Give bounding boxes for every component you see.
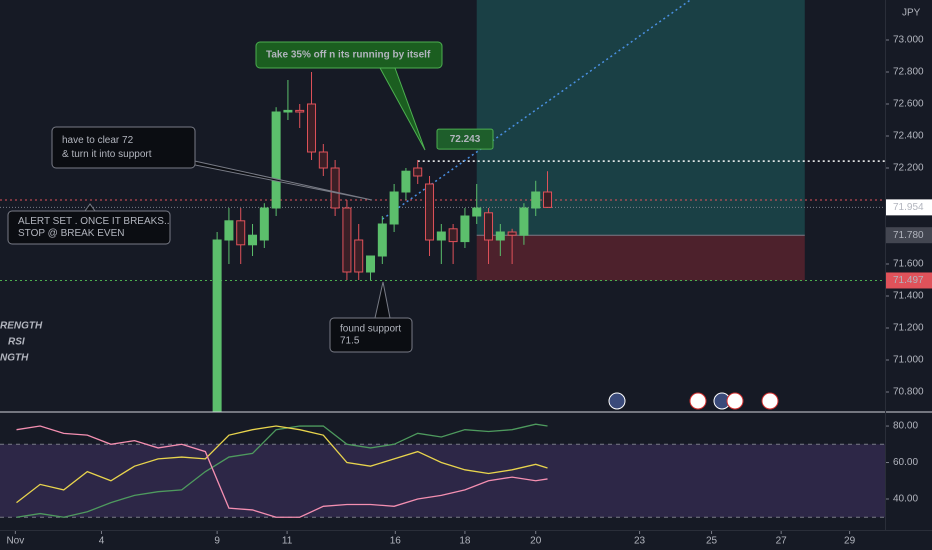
indicator-band xyxy=(0,444,885,518)
candle-body xyxy=(248,234,258,246)
candle-body xyxy=(389,191,399,225)
annotation-box xyxy=(7,210,171,245)
x-tick-label: 27 xyxy=(776,536,788,547)
legend-label: RENGTH xyxy=(0,321,43,332)
candle-body xyxy=(543,191,553,208)
candle-body xyxy=(519,207,529,236)
x-tick-label: 20 xyxy=(530,536,542,547)
y-tick-label: 73.000 xyxy=(893,35,924,46)
candle-body xyxy=(295,109,305,113)
candle-body xyxy=(236,220,246,246)
annotation-box xyxy=(329,317,413,353)
y-tick-label: 72.200 xyxy=(893,163,924,174)
candle-body xyxy=(366,255,376,273)
candle-body xyxy=(307,103,317,153)
candle-body xyxy=(330,167,340,209)
x-tick-label: 16 xyxy=(390,536,402,547)
annotation-box xyxy=(51,126,196,169)
indicator-line xyxy=(16,425,548,518)
candle-body xyxy=(401,170,411,193)
x-tick-label: 23 xyxy=(634,536,646,547)
annotation-text: 71.5 xyxy=(340,336,360,347)
event-icon[interactable] xyxy=(761,392,779,410)
legend-label: NGTH xyxy=(0,353,29,364)
event-icons xyxy=(608,392,779,410)
candle-body xyxy=(318,151,328,169)
indicator-line xyxy=(16,425,548,504)
x-tick-label: 18 xyxy=(459,536,471,547)
candle-body xyxy=(342,207,352,273)
y-tick-label: 72.400 xyxy=(893,131,924,142)
candle-body xyxy=(460,215,470,243)
candle-body xyxy=(271,111,281,209)
entry-price-label: 71.780 xyxy=(893,230,924,241)
x-tick-label: Nov xyxy=(6,536,24,547)
annotation-text: Take 35% off n its running by itself xyxy=(266,50,431,61)
trendline xyxy=(381,0,691,220)
y-tick-label: 72.800 xyxy=(893,67,924,78)
y-tick-label: 71.400 xyxy=(893,291,924,302)
event-icon[interactable] xyxy=(608,392,626,410)
last-price-label: 71.954 xyxy=(893,202,924,213)
x-tick-label: 29 xyxy=(844,536,856,547)
y-tick-label: 70.800 xyxy=(893,387,924,398)
candle-body xyxy=(377,223,387,257)
candle-body xyxy=(354,239,364,273)
candle-body xyxy=(212,239,222,412)
candle-body xyxy=(425,183,435,241)
loss-zone xyxy=(476,235,805,281)
x-tick-label: 11 xyxy=(282,536,293,547)
x-tick-label: 4 xyxy=(99,536,105,547)
currency-label: JPY xyxy=(902,8,921,19)
candle-body xyxy=(448,228,458,243)
annotation-text: STOP @ BREAK EVEN xyxy=(18,228,124,239)
candle-body xyxy=(495,231,505,241)
annotation-text: found support xyxy=(340,324,401,335)
annotation-box xyxy=(255,41,443,69)
y-tick-label: 71.000 xyxy=(893,355,924,366)
annotation-text: ALERT SET . ONCE IT BREAKS.. xyxy=(18,216,170,227)
x-tick-label: 9 xyxy=(214,536,220,547)
x-tick-label: 25 xyxy=(706,536,718,547)
annotation-text: have to clear 72 xyxy=(62,135,134,146)
candle-body xyxy=(259,207,269,241)
stop-price-label-bg xyxy=(886,272,932,289)
candle-body xyxy=(507,231,517,236)
stop-price-label: 71.497 xyxy=(893,275,924,286)
candle-body xyxy=(484,212,494,241)
y-tick-label: 60.00 xyxy=(893,457,918,468)
last-price-label-bg xyxy=(886,199,932,216)
candle-body xyxy=(413,167,423,177)
y-tick-label: 71.200 xyxy=(893,323,924,334)
target-label-bg xyxy=(436,128,494,150)
y-tick-label: 71.600 xyxy=(893,259,924,270)
event-icon[interactable] xyxy=(689,392,707,410)
candle-body xyxy=(283,109,293,113)
legend-label: RSI xyxy=(8,337,25,348)
event-icon[interactable] xyxy=(726,392,744,410)
y-tick-label: 40.00 xyxy=(893,494,918,505)
y-tick-label: 72.600 xyxy=(893,99,924,110)
candle-body xyxy=(531,191,541,209)
y-tick-label: 80.00 xyxy=(893,421,918,432)
annotation-text: & turn it into support xyxy=(62,149,152,160)
candle-body xyxy=(436,231,446,241)
target-label: 72.243 xyxy=(450,134,481,145)
entry-price-label-bg xyxy=(886,227,932,244)
candle-body xyxy=(472,207,482,217)
candle-body xyxy=(224,220,234,241)
